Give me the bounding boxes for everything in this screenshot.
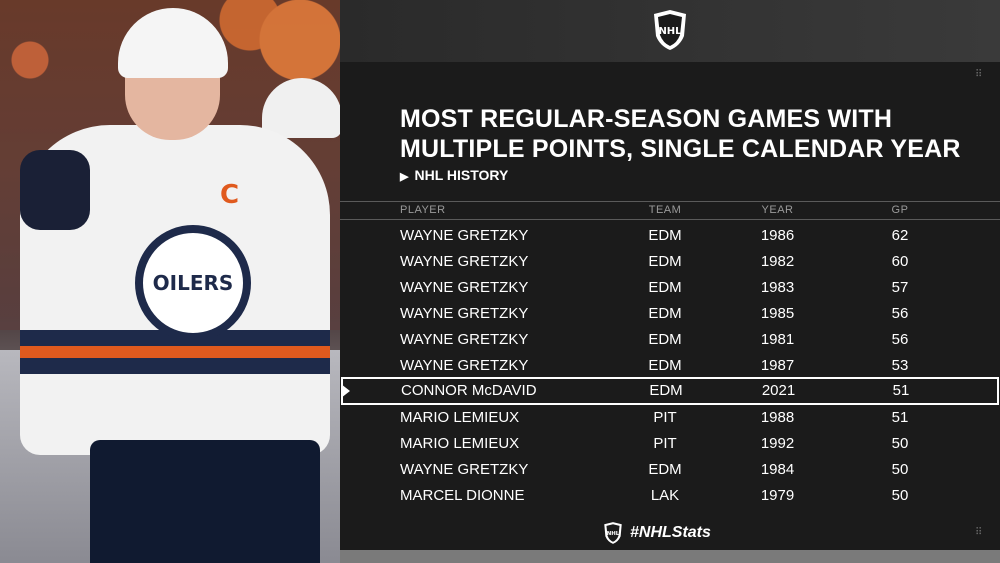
title-line-1: MOST REGULAR-SEASON GAMES WITH xyxy=(400,105,893,133)
cell-year: 1979 xyxy=(760,487,795,504)
footer: NHL #NHLStats xyxy=(602,520,711,546)
cell-year: 2021 xyxy=(761,382,796,399)
cell-player: MARIO LEMIEUX xyxy=(400,409,520,426)
bottom-bar xyxy=(340,550,1000,563)
jersey-stripe xyxy=(20,358,330,374)
cell-player: MARCEL DIONNE xyxy=(400,487,525,504)
table-row: WAYNE GRETZKY EDM 1984 50 xyxy=(340,458,1000,484)
subtitle: ▶ NHL HISTORY xyxy=(400,167,508,183)
table-row: MARIO LEMIEUX PIT 1988 51 xyxy=(340,406,1000,432)
footer-logo-text: NHL xyxy=(607,531,620,537)
jersey-stripe xyxy=(20,346,330,358)
cell-gp: 56 xyxy=(891,331,909,348)
cell-player: WAYNE GRETZKY xyxy=(400,279,529,296)
cell-team: PIT xyxy=(653,409,677,426)
table-row: MARIO LEMIEUX PIT 1992 50 xyxy=(340,432,1000,458)
cell-player: WAYNE GRETZKY xyxy=(400,331,529,348)
table-row: WAYNE GRETZKY EDM 1982 60 xyxy=(340,250,1000,276)
title-line-2: MULTIPLE POINTS, SINGLE CALENDAR YEAR xyxy=(400,135,961,163)
cell-player: WAYNE GRETZKY xyxy=(400,357,529,374)
stats-panel xyxy=(340,62,1000,550)
cell-team: EDM xyxy=(648,227,682,244)
column-header-player: PLAYER xyxy=(400,204,446,216)
cell-gp: 51 xyxy=(891,409,909,426)
oilers-logo: OILERS xyxy=(135,225,251,341)
cell-team: EDM xyxy=(648,357,682,374)
cell-player: WAYNE GRETZKY xyxy=(400,227,529,244)
pants xyxy=(90,440,320,563)
column-header-gp: GP xyxy=(891,204,909,216)
table-header-bottom-rule xyxy=(340,219,1000,220)
nhl-shield-icon: NHL xyxy=(654,10,686,50)
cell-gp: 51 xyxy=(892,382,910,399)
column-header-year: YEAR xyxy=(761,204,794,216)
cell-team: EDM xyxy=(648,331,682,348)
cell-gp: 50 xyxy=(891,487,909,504)
cell-gp: 56 xyxy=(891,305,909,322)
subtitle-text: NHL HISTORY xyxy=(414,167,509,183)
cell-player: WAYNE GRETZKY xyxy=(400,305,529,322)
cell-year: 1983 xyxy=(760,279,795,296)
glove xyxy=(20,150,90,230)
column-header-team: TEAM xyxy=(648,204,682,216)
cell-gp: 57 xyxy=(891,279,909,296)
cell-team: LAK xyxy=(650,487,680,504)
cell-team: EDM xyxy=(648,279,682,296)
table-row: WAYNE GRETZKY EDM 1981 56 xyxy=(340,328,1000,354)
corner-decoration: ⠿ xyxy=(975,527,984,538)
cell-team: EDM xyxy=(649,382,683,399)
page-title: MOST REGULAR-SEASON GAMES WITH MULTIPLE … xyxy=(400,104,990,164)
triangle-right-icon: ▶ xyxy=(400,171,409,183)
nhl-shield-icon: NHL xyxy=(604,522,622,544)
cell-year: 1982 xyxy=(760,253,795,270)
cell-year: 1985 xyxy=(760,305,795,322)
cell-gp: 62 xyxy=(891,227,909,244)
table-row-highlighted: CONNOR McDAVID EDM 2021 51 xyxy=(341,377,999,405)
oilers-logo-text: OILERS xyxy=(152,271,234,295)
cell-year: 1988 xyxy=(760,409,795,426)
cell-year: 1987 xyxy=(760,357,795,374)
cell-player: WAYNE GRETZKY xyxy=(400,461,529,478)
table-row: WAYNE GRETZKY EDM 1983 57 xyxy=(340,276,1000,302)
cell-gp: 50 xyxy=(891,435,909,452)
cell-player: MARIO LEMIEUX xyxy=(400,435,520,452)
table-row: WAYNE GRETZKY EDM 1986 62 xyxy=(340,224,1000,250)
cell-team: EDM xyxy=(648,253,682,270)
cell-gp: 53 xyxy=(891,357,909,374)
cell-year: 1981 xyxy=(760,331,795,348)
captain-patch: C xyxy=(220,180,240,210)
cell-player: WAYNE GRETZKY xyxy=(400,253,529,270)
table-row: WAYNE GRETZKY EDM 1987 53 xyxy=(340,354,1000,380)
table-row: WAYNE GRETZKY EDM 1985 56 xyxy=(340,302,1000,328)
teammate-helmet xyxy=(262,78,340,138)
cell-gp: 50 xyxy=(891,461,909,478)
cell-team: EDM xyxy=(648,305,682,322)
cell-player: CONNOR McDAVID xyxy=(401,382,537,399)
player-photo: OILERS C xyxy=(0,0,340,563)
table-row: MARCEL DIONNE LAK 1979 50 xyxy=(340,484,1000,510)
cell-team: PIT xyxy=(653,435,677,452)
cell-year: 1992 xyxy=(760,435,795,452)
hashtag: #NHLStats xyxy=(630,524,711,541)
cell-team: EDM xyxy=(648,461,682,478)
cell-year: 1984 xyxy=(760,461,795,478)
table-header-top-rule xyxy=(340,201,1000,202)
nhl-logo-text: NHL xyxy=(658,26,682,37)
cell-gp: 60 xyxy=(891,253,909,270)
corner-decoration: ⠿ xyxy=(975,69,984,80)
cell-year: 1986 xyxy=(760,227,795,244)
